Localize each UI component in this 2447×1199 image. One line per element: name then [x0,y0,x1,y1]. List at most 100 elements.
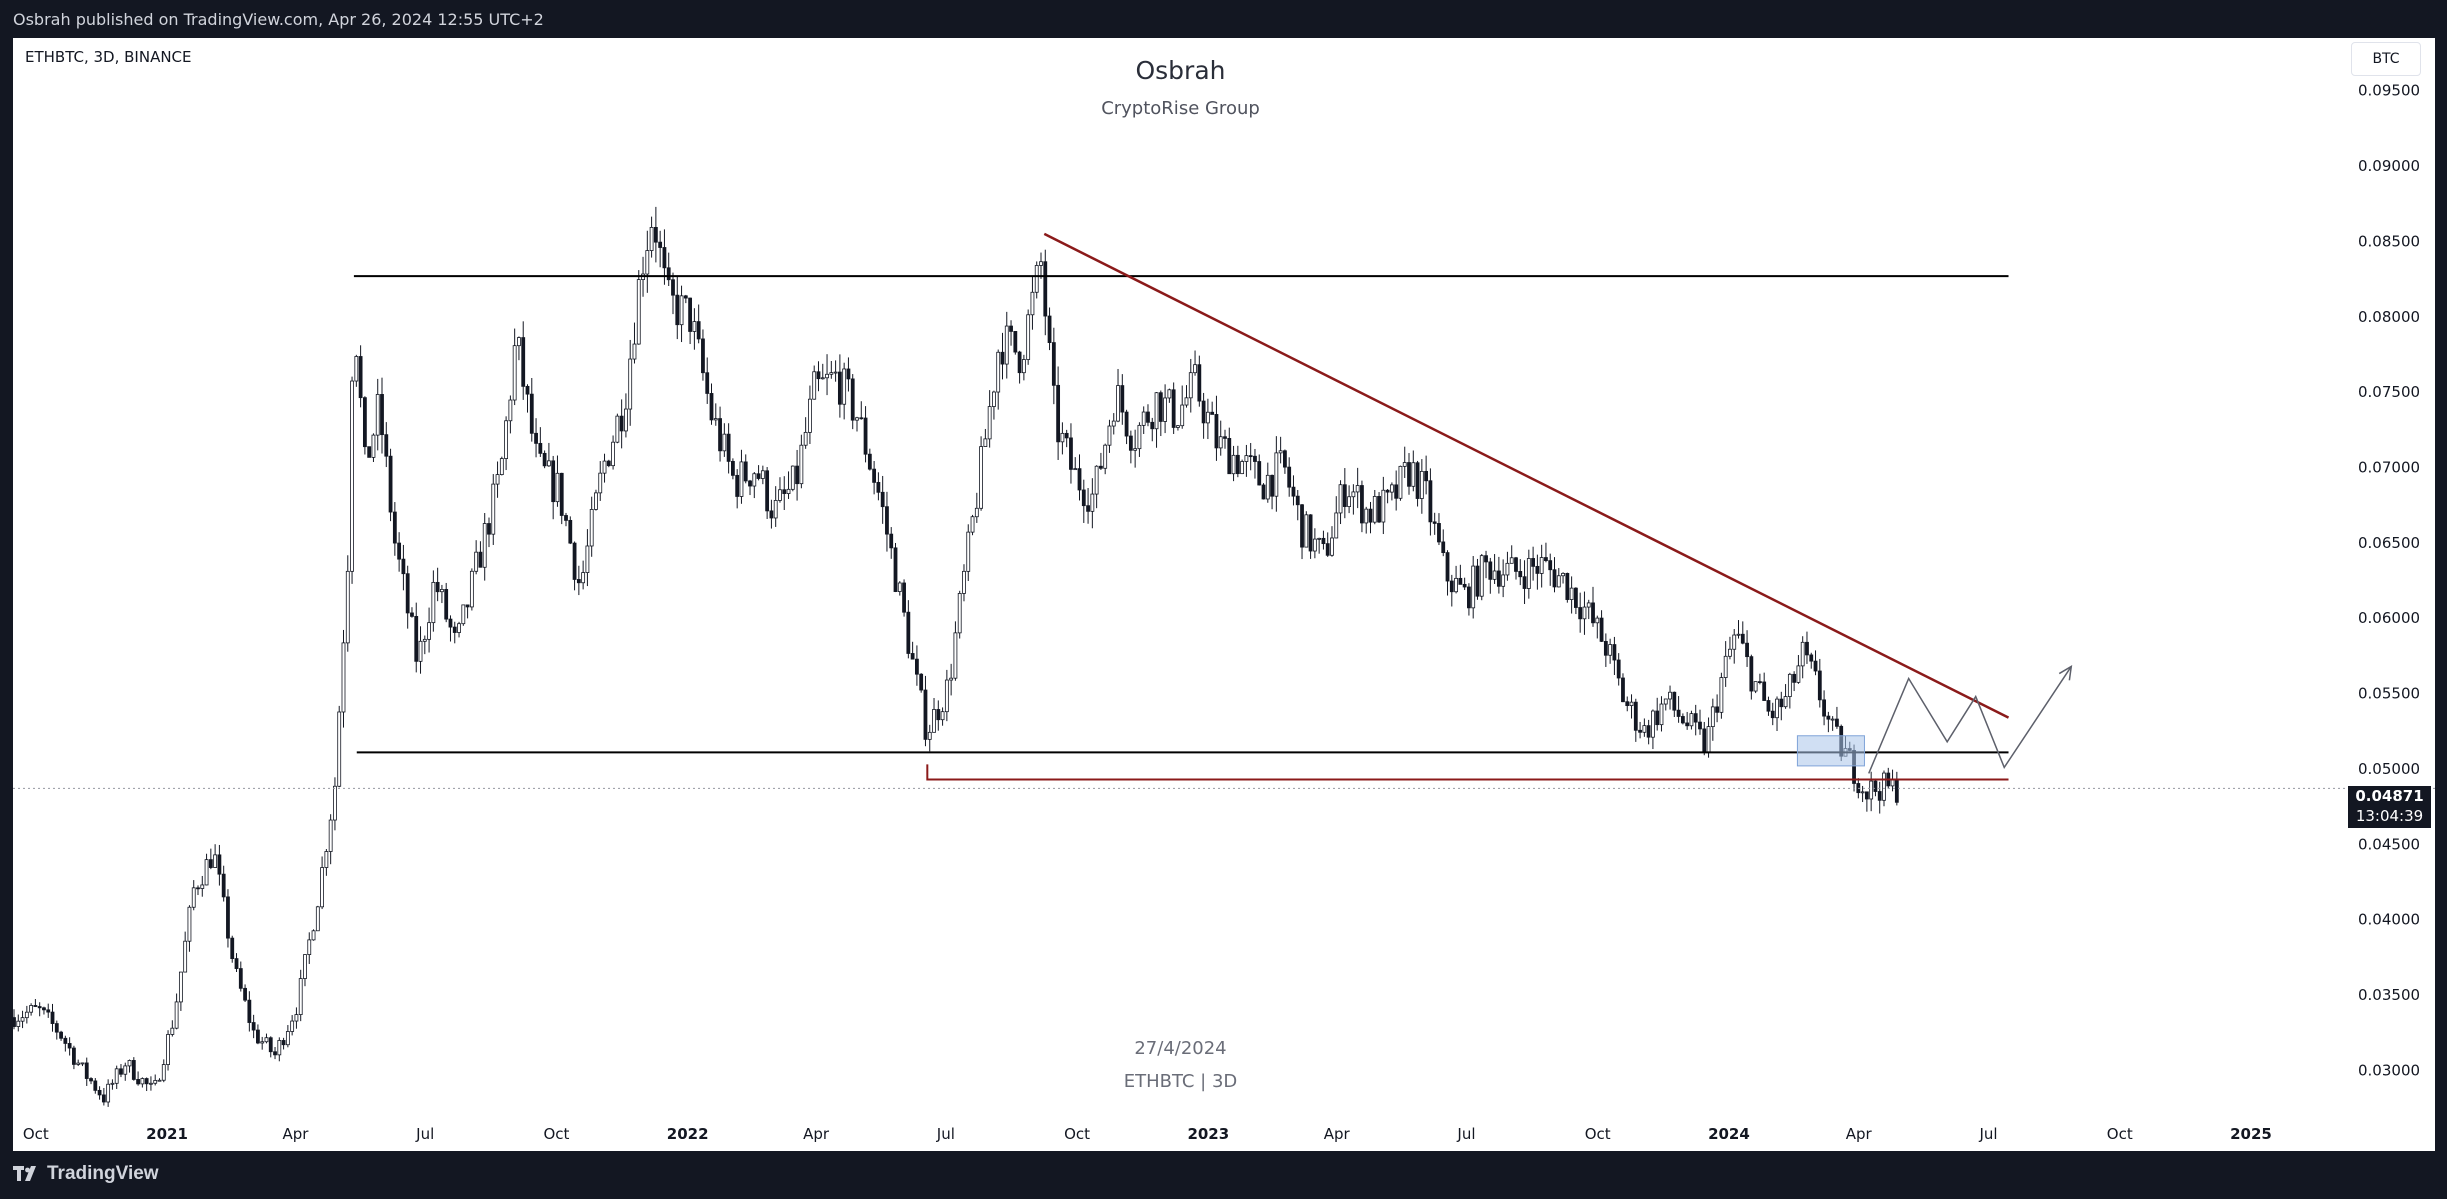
price-tick-label: 0.08500 [2358,232,2420,250]
candle-body [153,1080,158,1084]
candle-body [1351,491,1356,498]
candle-body [709,393,714,421]
candle-body [624,408,628,432]
candle [846,357,851,392]
candle-body [59,1031,63,1039]
candle [1582,591,1587,635]
candle-body [230,937,235,959]
chart-panel[interactable]: 0.03000 0.03500 0.04000 0.04500 0.05000 0.055… [13,38,2435,1151]
candle [833,360,838,382]
candle-body [410,612,414,617]
tradingview-logo[interactable]: TradingView [13,1163,159,1185]
candle-body [264,1037,269,1043]
candle-body [1864,791,1869,800]
candle-body [837,371,842,405]
candle-body [504,420,509,459]
candle [949,663,954,696]
currency-button[interactable]: BTC [2351,42,2421,76]
candle-body [1154,392,1159,430]
candle [624,393,628,438]
candle [1544,542,1548,563]
time-tick-label: 2024 [1708,1125,1750,1143]
candle [1283,449,1287,474]
candle [1578,592,1583,633]
candle [940,707,945,726]
price-chart[interactable]: 0.03000 0.03500 0.04000 0.04500 0.05000 0.055… [13,38,2435,1151]
candle [1698,709,1702,735]
candle-body [401,558,406,575]
candle-body [1214,414,1219,449]
candle-body [1312,538,1317,552]
candle [1201,392,1206,439]
candle-body [1770,710,1775,719]
candle [517,336,521,361]
candle [1531,546,1536,581]
candle-body [354,356,359,382]
candle-body [1603,641,1608,656]
candle-body [1034,265,1039,293]
candle-body [161,1064,166,1081]
candle-body [1505,562,1510,576]
candle-body [187,906,192,942]
candle-body [1758,681,1762,684]
candle [247,991,252,1032]
candle [76,1059,81,1067]
symbol-info[interactable]: ETHBTC, 3D, BINANCE [25,48,192,66]
candle-body [1676,709,1681,717]
candle-body [131,1060,136,1080]
candle-body [285,1031,290,1046]
candle [1685,711,1690,730]
candle-body [1205,411,1210,424]
candle-body [1479,555,1484,597]
candle [1377,492,1381,523]
candle-body [1822,699,1826,717]
candle-body [885,506,889,535]
candle [93,1078,98,1094]
candle-body [1039,261,1043,266]
candle-body [589,509,594,547]
candle [1689,710,1694,730]
candle [589,496,594,557]
candle [1419,459,1424,514]
candle [1822,690,1826,726]
candle [867,448,872,471]
candle [1732,629,1737,664]
candle-body [80,1062,85,1065]
candle-body [260,1041,265,1044]
candle-body [666,267,671,281]
candle-body [628,358,633,410]
candle [1629,694,1634,719]
candle-body [546,460,551,467]
candle [987,390,992,448]
candle [1176,425,1180,431]
candle [213,844,218,868]
candle-body [773,500,778,519]
candle [1300,504,1304,560]
candle [251,1014,256,1039]
candle [803,417,808,449]
candle-body [397,542,402,560]
candle-body [478,551,483,568]
candle [970,514,975,536]
candle-body [1128,435,1133,451]
candle [187,905,192,952]
candle [752,472,757,499]
candle-body [13,1017,16,1027]
candle-body [1663,698,1668,705]
candle-body [1441,541,1446,553]
candle-body [1415,462,1420,499]
candle [1073,457,1078,471]
candle [1317,537,1322,554]
candle [1437,513,1441,546]
candle [303,954,307,987]
candle-body [1766,700,1771,712]
candle-body [1227,438,1232,475]
candle-body [1381,489,1386,523]
candle-body [1522,576,1527,589]
candle-body [910,653,915,660]
candle-body [298,978,303,1015]
candle [983,428,988,447]
candle-body [743,461,748,482]
candle [1745,630,1749,667]
candle [1526,549,1531,599]
